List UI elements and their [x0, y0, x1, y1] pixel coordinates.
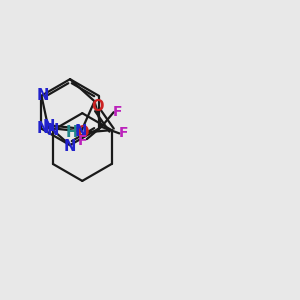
Text: O: O [76, 125, 88, 140]
Text: N: N [37, 121, 49, 136]
Text: N: N [37, 88, 49, 103]
Text: N: N [75, 124, 87, 139]
Text: F: F [118, 126, 128, 140]
Text: O: O [91, 99, 103, 114]
Text: N: N [64, 139, 76, 154]
Text: N: N [42, 119, 55, 134]
Text: N: N [47, 123, 59, 138]
Text: F: F [78, 134, 88, 148]
Text: F: F [113, 105, 122, 119]
Text: H: H [65, 125, 77, 140]
